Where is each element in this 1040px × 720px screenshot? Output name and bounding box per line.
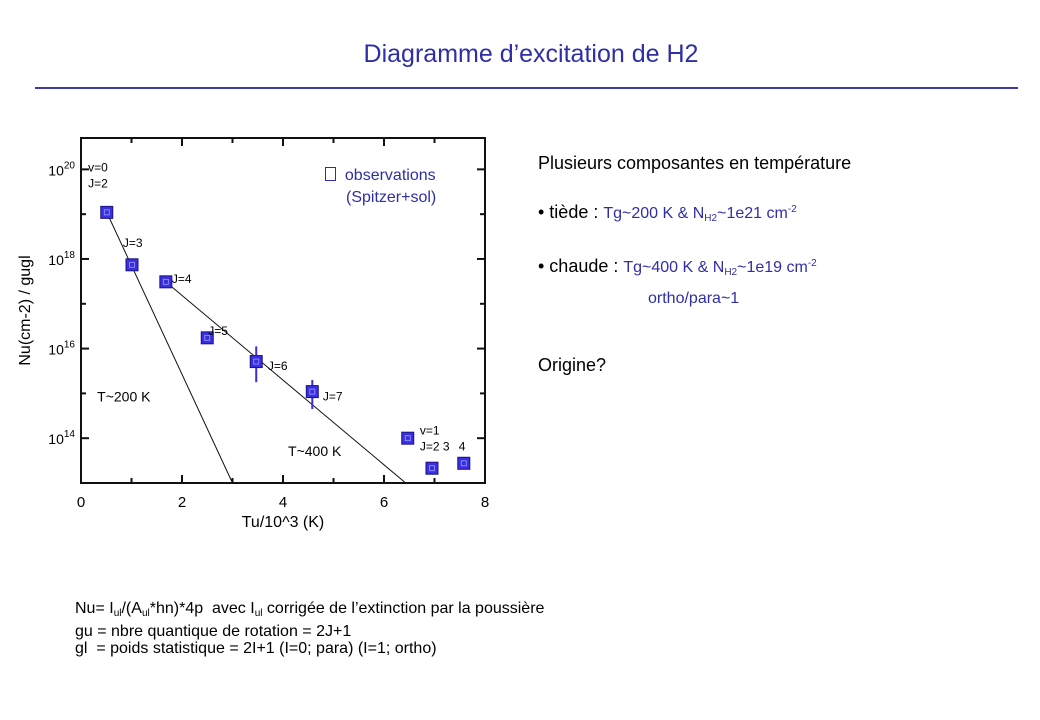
fit-line bbox=[165, 281, 408, 485]
title-divider bbox=[35, 87, 1018, 89]
data-point bbox=[159, 275, 173, 289]
chart-annotation: J=7 bbox=[323, 390, 343, 404]
bullet-value: ~1e19 cm bbox=[737, 259, 808, 276]
x-tick-label: 6 bbox=[380, 494, 388, 511]
subscript: H2 bbox=[724, 267, 738, 278]
chart-annotation: 4 bbox=[459, 440, 466, 454]
formula-line: Nu= Iul/(Aul*hn)*4p avec Iul corrigée de… bbox=[75, 600, 544, 622]
chart-annotation: T~200 K bbox=[97, 388, 151, 404]
gu-definition: gu = nbre quantique de rotation = 2J+1 bbox=[75, 623, 352, 640]
chart-annotation: J=2 3 bbox=[420, 440, 450, 454]
data-point-inner bbox=[204, 334, 211, 341]
legend-square-icon bbox=[325, 167, 336, 181]
data-point-inner bbox=[253, 358, 260, 365]
data-point-inner bbox=[309, 388, 316, 395]
text: *hn)*4p avec I bbox=[149, 600, 255, 617]
data-point bbox=[457, 456, 471, 470]
bullet-value: ~1e21 cm bbox=[717, 205, 788, 222]
chart-annotation: J=3 bbox=[123, 236, 143, 250]
question: Origine? bbox=[538, 355, 607, 375]
bullet-value: Tg~200 K & N bbox=[603, 205, 705, 222]
subscript: H2 bbox=[704, 213, 718, 224]
chart-annotation: T~400 K bbox=[288, 443, 342, 459]
text: /(A bbox=[121, 600, 142, 617]
data-point-inner bbox=[460, 460, 467, 467]
y-tick-label: 1018 bbox=[48, 250, 75, 268]
y-axis-label: Nu(cm-2) / gugl bbox=[17, 255, 34, 365]
text: corrigée de l’extinction par la poussièr… bbox=[262, 600, 545, 617]
x-tick-label: 2 bbox=[178, 494, 186, 511]
gl-definition: gl = poids statistique = 2I+1 (I=0; para… bbox=[75, 640, 437, 657]
x-tick-label: 8 bbox=[481, 494, 489, 511]
x-axis-label: Tu/10^3 (K) bbox=[242, 514, 325, 531]
data-point-inner bbox=[103, 209, 110, 216]
data-point bbox=[100, 205, 114, 219]
data-point bbox=[200, 331, 214, 345]
chart-legend: observations (Spitzer+sol) bbox=[325, 165, 436, 209]
subscript: ul bbox=[141, 608, 150, 619]
bullet-tiede: • tiède : Tg~200 K & NH2~1e21 cm-2 bbox=[538, 202, 797, 224]
excitation-diagram-chart: 0 2 4 6 8 1020 1018 1016 1014 Tu/10^3 (K) Nu(cm-2)… bbox=[17, 137, 489, 531]
chart-annotation: J=6 bbox=[268, 359, 288, 373]
chart-annotation: v=1 bbox=[420, 424, 440, 438]
slide-title: Diagramme d’excitation de H2 bbox=[363, 40, 699, 68]
data-point-inner bbox=[429, 465, 435, 472]
data-point bbox=[249, 355, 263, 369]
subscript: ul bbox=[254, 608, 263, 619]
chart-annotation: J=5 bbox=[208, 324, 228, 338]
chart-annotation: v=0 bbox=[88, 161, 108, 175]
fit-line bbox=[106, 212, 233, 484]
data-point bbox=[401, 431, 415, 445]
data-point bbox=[125, 258, 139, 272]
right-heading: Plusieurs composantes en température bbox=[538, 153, 852, 173]
x-tick-label: 0 bbox=[77, 494, 85, 511]
data-point-inner bbox=[129, 261, 135, 268]
data-point-inner bbox=[404, 435, 411, 442]
subscript: ul bbox=[113, 608, 122, 619]
chart-annotation: J=4 bbox=[172, 272, 192, 286]
y-tick-label: 1016 bbox=[48, 340, 75, 358]
ortho-para: ortho/para~1 bbox=[648, 290, 740, 307]
data-point bbox=[425, 461, 439, 475]
bullet-chaude: • chaude : Tg~400 K & NH2~1e19 cm-2 bbox=[538, 256, 817, 278]
data-point-inner bbox=[162, 278, 169, 285]
bullet-value: Tg~400 K & N bbox=[623, 259, 725, 276]
superscript: -2 bbox=[807, 258, 817, 269]
legend-label: observations bbox=[336, 167, 436, 184]
text: Nu= I bbox=[75, 600, 114, 617]
data-point bbox=[305, 385, 319, 399]
y-tick-label: 1020 bbox=[48, 160, 75, 178]
chart-annotation: J=2 bbox=[88, 176, 108, 190]
legend-sublabel: (Spitzer+sol) bbox=[346, 189, 437, 206]
bullet-label: • chaude : bbox=[538, 256, 624, 276]
superscript: -2 bbox=[787, 204, 797, 215]
y-tick-label: 1014 bbox=[48, 429, 75, 447]
x-tick-label: 4 bbox=[279, 494, 287, 511]
bullet-label: • tiède : bbox=[538, 202, 604, 222]
